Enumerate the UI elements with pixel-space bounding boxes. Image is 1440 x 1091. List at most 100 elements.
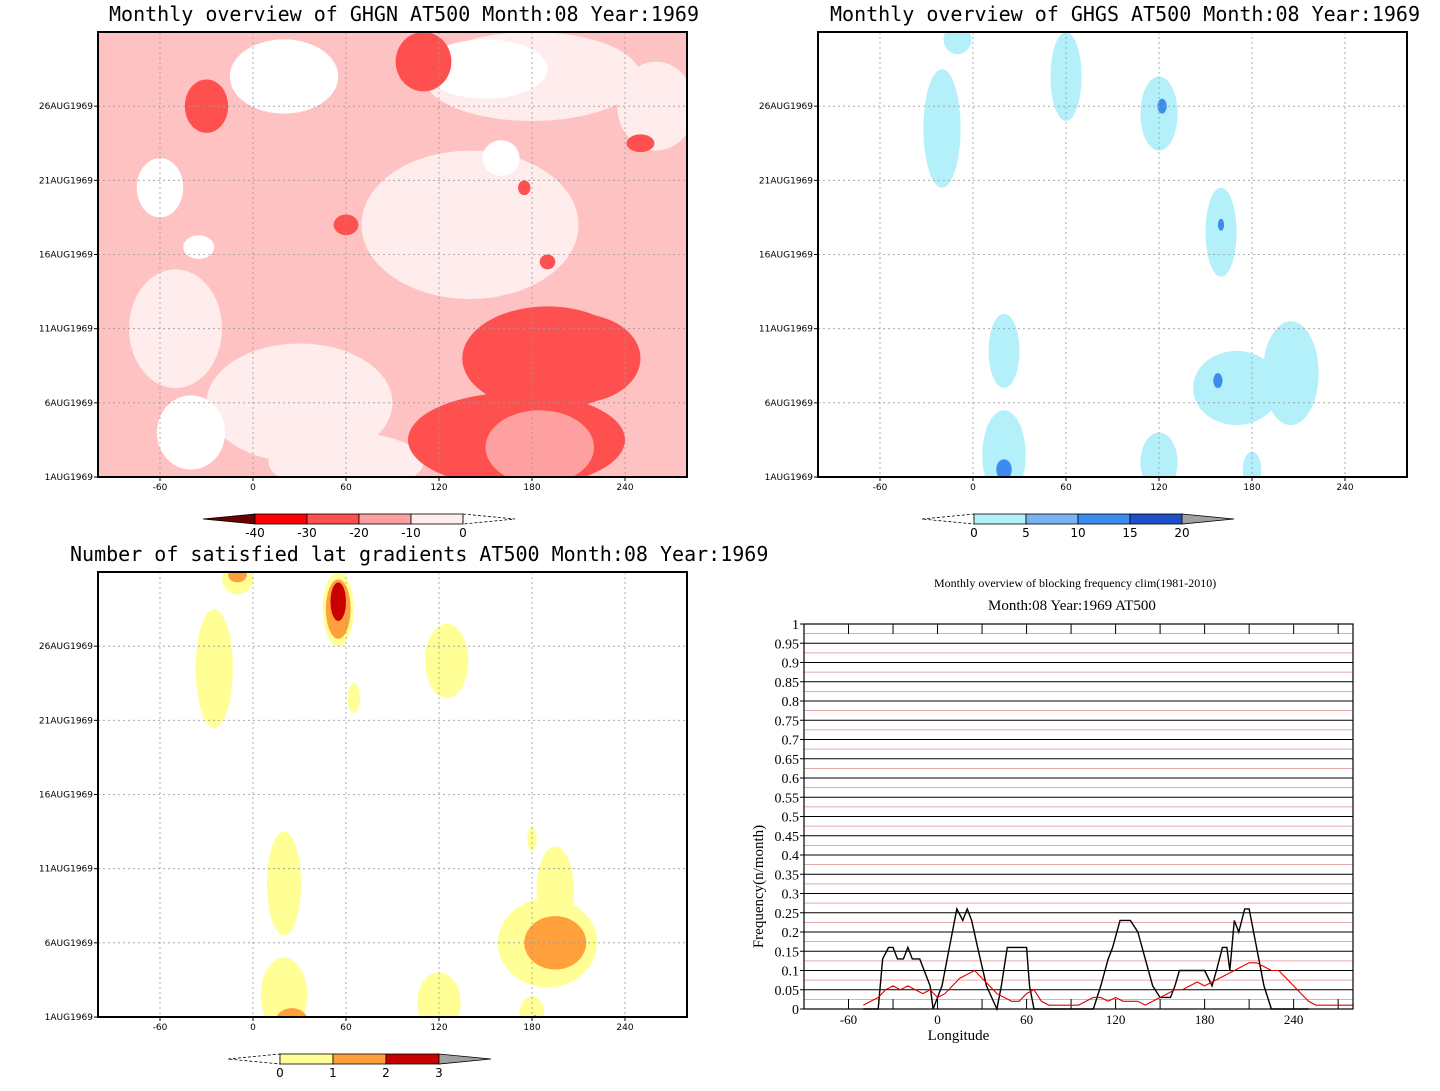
colorbar-segment bbox=[279, 1053, 334, 1065]
ghgs-ytick-label: 21AUG1969 bbox=[759, 176, 813, 186]
blocking-xtick-label: 180 bbox=[1195, 1012, 1215, 1027]
ghgs-ytick-label: 11AUG1969 bbox=[759, 325, 813, 335]
colorbar-upper-extension bbox=[462, 513, 516, 525]
colorbar-lower-triangle bbox=[202, 513, 256, 525]
lat-ytick-label: 21AUG1969 bbox=[39, 716, 93, 726]
ghgn-ytick-label: 26AUG1969 bbox=[39, 102, 93, 112]
blocking-xtick-label: -60 bbox=[840, 1012, 857, 1027]
blocking-ytick-label: 0.6 bbox=[782, 772, 800, 787]
colorbar-segment bbox=[254, 513, 308, 525]
colorbar-segment bbox=[410, 513, 464, 525]
colorbar-tick-label: 0 bbox=[459, 526, 467, 540]
lat-ytick-label: 11AUG1969 bbox=[39, 865, 93, 875]
blocking-ytick-label: 0.9 bbox=[782, 657, 800, 672]
colorbar-tick-label: 10 bbox=[1070, 526, 1085, 540]
lat-ytick-label: 16AUG1969 bbox=[39, 791, 93, 801]
lat-xtick-label: -60 bbox=[153, 1023, 168, 1033]
blocking-xtick-label: 60 bbox=[1020, 1012, 1033, 1027]
lat-gradients-title: Number of satisfied lat gradients AT500 … bbox=[70, 542, 769, 566]
colorbar-segment bbox=[306, 513, 360, 525]
ghgs-contour-region bbox=[943, 32, 972, 55]
blocking-xtick-label: 240 bbox=[1284, 1012, 1304, 1027]
blocking-xtick-label: 120 bbox=[1106, 1012, 1126, 1027]
colorbar-tick-label: -40 bbox=[245, 526, 265, 540]
ghgs-xtick-label: 0 bbox=[970, 483, 976, 493]
colorbar-upper-triangle bbox=[438, 1053, 492, 1065]
blocking-ytick-label: 0.05 bbox=[775, 984, 800, 999]
blocking-title: Monthly overview of blocking frequency c… bbox=[934, 576, 1217, 590]
colorbar-lower-extension bbox=[921, 513, 975, 525]
ghgs-contour-region bbox=[996, 459, 1012, 477]
colorbar-tick-label: 15 bbox=[1122, 526, 1137, 540]
blocking-ytick-label: 0.15 bbox=[775, 945, 800, 960]
colorbar-tick-label: 3 bbox=[435, 1066, 443, 1080]
ghgs-contour-region bbox=[1050, 32, 1082, 121]
ghgs-ytick-label: 1AUG1969 bbox=[765, 473, 814, 483]
lat-contour-region bbox=[195, 609, 233, 728]
ghgn-xtick-label: 120 bbox=[430, 483, 447, 493]
ghgs-xtick-label: 240 bbox=[1336, 483, 1353, 493]
ghgn-contour-region bbox=[516, 313, 641, 403]
colorbar-segment bbox=[332, 1053, 387, 1065]
ghgs-xtick-label: -60 bbox=[873, 483, 888, 493]
ghgn-colorbar: -40 -30 -20 -10 0 bbox=[202, 513, 516, 540]
ghgn-xtick-label: 60 bbox=[340, 483, 352, 493]
ghgs-contour-region bbox=[1242, 451, 1262, 477]
ghgs-ytick-label: 16AUG1969 bbox=[759, 251, 813, 261]
ghgn-white-region bbox=[482, 140, 520, 176]
blocking-ytick-label: 0.1 bbox=[782, 965, 800, 980]
ghgs-xtick-label: 60 bbox=[1060, 483, 1072, 493]
lat-xtick-label: 120 bbox=[430, 1023, 447, 1033]
ghgn-white-region bbox=[183, 235, 215, 259]
blocking-xlabel: Longitude bbox=[928, 1028, 990, 1044]
blocking-ytick-label: 0.75 bbox=[775, 714, 800, 729]
blocking-ytick-label: 0.4 bbox=[782, 849, 800, 864]
blocking-xtick-label: 0 bbox=[934, 1012, 941, 1027]
lat-xtick-label: 60 bbox=[340, 1023, 352, 1033]
blocking-ylabel: Frequency(n/month) bbox=[751, 825, 767, 948]
ghgn-contour-region bbox=[626, 134, 655, 153]
colorbar-tick-label: 5 bbox=[1022, 526, 1030, 540]
ghgs-contour-region bbox=[982, 410, 1026, 477]
ghgn-xtick-label: 0 bbox=[250, 483, 256, 493]
ghgn-contour-region bbox=[539, 254, 556, 270]
ghgn-contour-region bbox=[333, 214, 359, 236]
ghgn-white-region bbox=[156, 395, 226, 470]
colorbar-tick-label: 0 bbox=[276, 1066, 284, 1080]
blocking-ytick-label: 1 bbox=[792, 618, 799, 633]
blocking-ytick-label: 0.8 bbox=[782, 695, 800, 710]
ghgn-title: Monthly overview of GHGN AT500 Month:08 … bbox=[109, 2, 700, 26]
colorbar-tick-label: -20 bbox=[349, 526, 369, 540]
ghgn-ytick-label: 16AUG1969 bbox=[39, 251, 93, 261]
lat-contour-region bbox=[425, 623, 469, 699]
lat-ytick-label: 1AUG1969 bbox=[45, 1013, 94, 1023]
ghgn-pale-region bbox=[617, 61, 687, 151]
colorbar-tick-label: 2 bbox=[382, 1066, 390, 1080]
ghgn-contour-region bbox=[518, 180, 531, 196]
lat-contour-region bbox=[330, 582, 346, 621]
ghgs-contour-region bbox=[923, 69, 961, 188]
blocking-ytick-label: 0.95 bbox=[775, 637, 800, 652]
blocking-chart: 0 0.05 0.1 0.15 0.2 0.25 0.3 0.35 0.4 0.45 0.5 0.55… bbox=[751, 618, 1354, 1044]
ghgs-contour-region bbox=[1217, 218, 1225, 231]
blocking-subtitle: Month:08 Year:1969 AT500 bbox=[988, 598, 1156, 614]
ghgs-contour-region bbox=[1213, 373, 1223, 389]
blocking-ytick-label: 0.65 bbox=[775, 753, 800, 768]
ghgs-ytick-label: 6AUG1969 bbox=[765, 399, 814, 409]
colorbar-upper-triangle bbox=[1181, 513, 1235, 525]
ghgs-contour-region bbox=[1193, 350, 1280, 426]
blocking-ytick-label: 0.45 bbox=[775, 830, 800, 845]
blocking-ytick-label: 0.85 bbox=[775, 676, 800, 691]
lat-xtick-label: 240 bbox=[616, 1023, 633, 1033]
ghgn-ytick-label: 1AUG1969 bbox=[45, 473, 94, 483]
ghgn-white-region bbox=[229, 39, 339, 114]
lat-map: -60 0 60 120 180 240 1AUG1969 6AUG1969 11AUG1969… bbox=[39, 571, 688, 1033]
ghgn-ytick-label: 21AUG1969 bbox=[39, 176, 93, 186]
lat-ytick-label: 6AUG1969 bbox=[45, 939, 94, 949]
colorbar-tick-label: 20 bbox=[1174, 526, 1189, 540]
ghgn-xtick-label: 180 bbox=[523, 483, 540, 493]
ghgn-xtick-label: -60 bbox=[153, 483, 168, 493]
ghgs-xtick-label: 180 bbox=[1243, 483, 1260, 493]
blocking-ytick-label: 0.7 bbox=[782, 734, 800, 749]
